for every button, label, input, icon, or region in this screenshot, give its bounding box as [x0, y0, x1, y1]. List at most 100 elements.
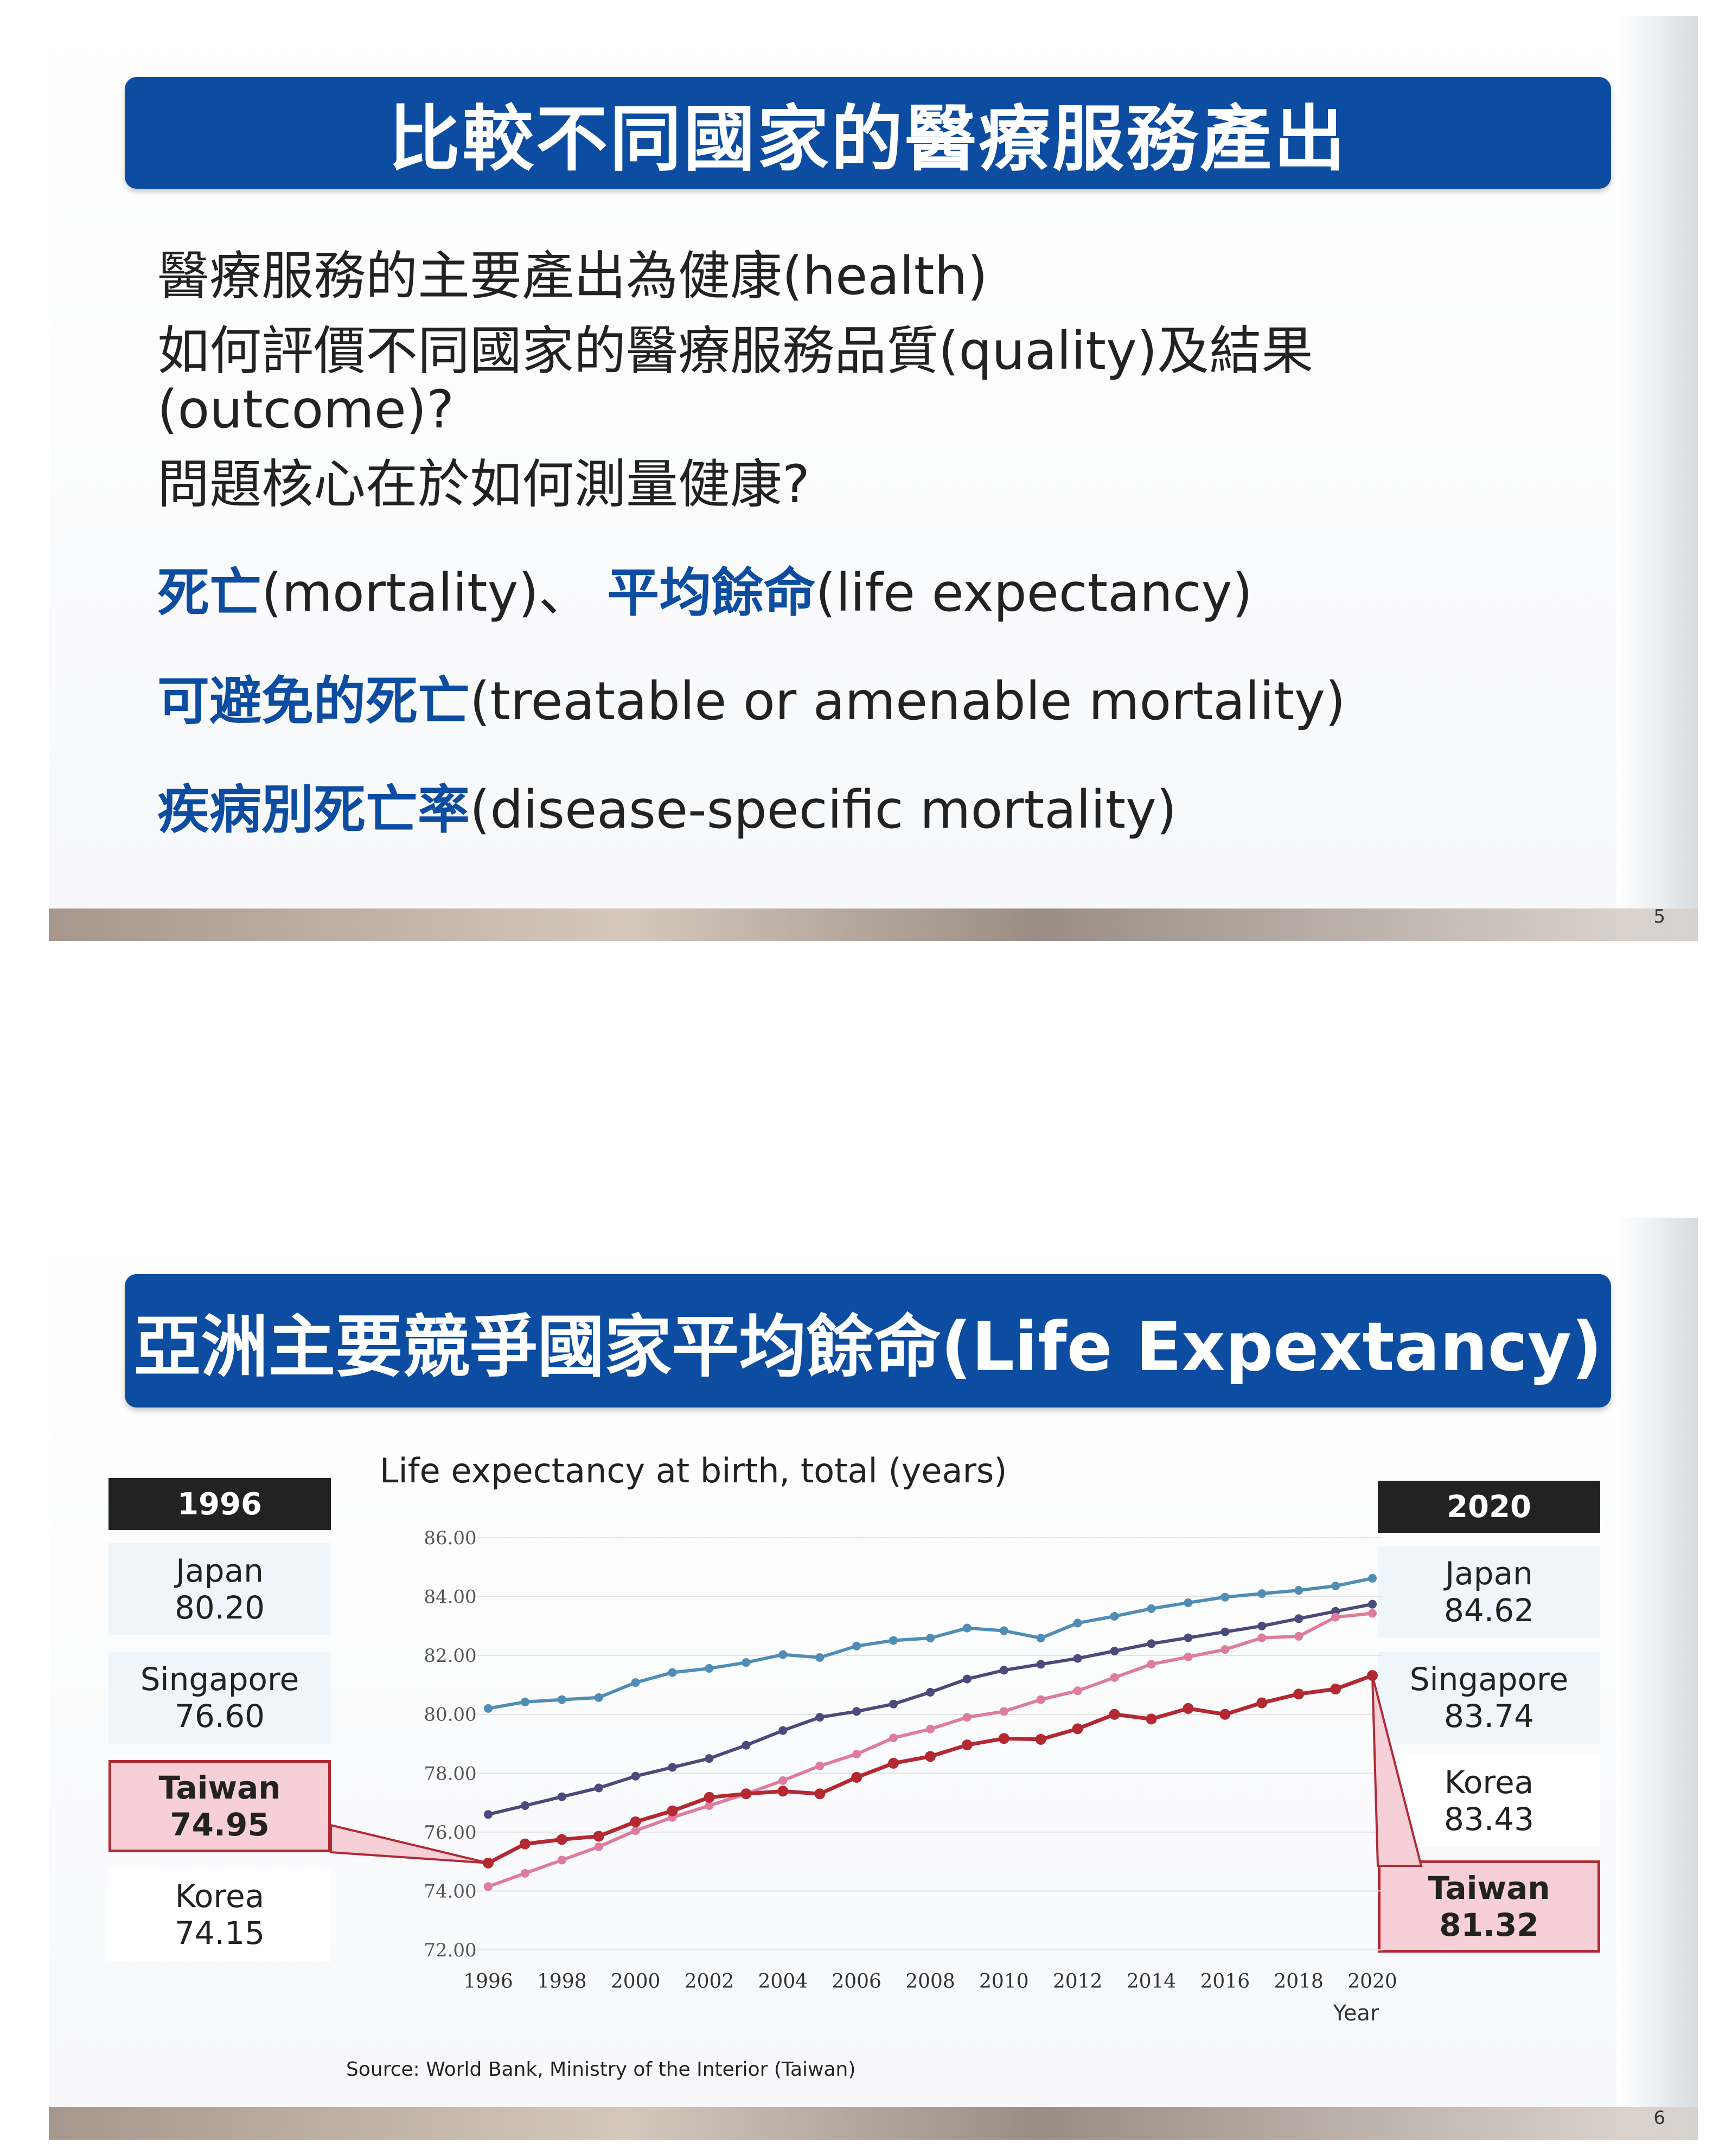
y-tick-label: 80.00: [424, 1704, 476, 1726]
right-country-taiwan: Taiwan 81.32: [1378, 1860, 1600, 1953]
body-line: 醫療服務的主要產出為健康(health): [157, 246, 988, 306]
data-point: [1293, 1688, 1305, 1700]
data-point: [1220, 1627, 1230, 1636]
page-number: 6: [1653, 2107, 1665, 2129]
right-country-singapore: Singapore 83.74: [1378, 1652, 1600, 1744]
data-point: [668, 1668, 677, 1677]
data-point: [1183, 1703, 1194, 1714]
data-point: [852, 1641, 861, 1650]
y-tick-label: 78.00: [424, 1763, 476, 1784]
term-line: 可避免的死亡(treatable or amenable mortality): [157, 659, 1345, 734]
data-point: [705, 1664, 714, 1673]
x-tick-label: 2020: [1347, 1971, 1397, 1993]
chart-title: Life expectancy at birth, total (years): [380, 1451, 1007, 1490]
data-point: [1035, 1733, 1046, 1745]
country-name: Japan: [1445, 1555, 1533, 1592]
page-number: 5: [1653, 906, 1665, 927]
data-point: [594, 1693, 603, 1702]
data-point: [631, 1826, 640, 1835]
slide-title: 比較不同國家的醫療服務產出: [125, 77, 1611, 189]
term-keyword: 可避免的死亡: [157, 671, 470, 732]
data-point: [889, 1699, 898, 1709]
data-point: [630, 1816, 641, 1827]
term-keyword: 死亡: [157, 562, 261, 623]
series-korea: [484, 1609, 1377, 1891]
x-tick-label: 1998: [537, 1971, 587, 1993]
y-tick-label: 82.00: [424, 1645, 476, 1667]
y-tick-label: 76.00: [424, 1822, 476, 1844]
term-line: 死亡(mortality)、 平均餘命(life expectancy): [157, 551, 1252, 626]
source-note: Source: World Bank, Ministry of the Inte…: [346, 2058, 856, 2081]
data-point: [1257, 1589, 1267, 1598]
series-taiwan: [483, 1670, 1378, 1869]
data-point: [1368, 1600, 1377, 1609]
data-point: [926, 1724, 935, 1733]
data-point: [705, 1754, 714, 1763]
country-name: Taiwan: [158, 1769, 281, 1806]
data-point: [926, 1634, 935, 1643]
data-point: [1367, 1670, 1378, 1681]
data-point: [815, 1761, 825, 1770]
data-point: [520, 1697, 529, 1706]
data-point: [1036, 1660, 1045, 1669]
term-keyword: 疾病別死亡率: [157, 779, 470, 840]
slide-6: 亞洲主要競爭國家平均餘命(Life Expextancy) 1996 Japan…: [49, 1218, 1698, 2140]
data-point: [484, 1810, 493, 1819]
data-point: [484, 1882, 493, 1891]
data-point: [520, 1869, 529, 1878]
data-point: [483, 1857, 494, 1869]
data-point: [1073, 1654, 1082, 1663]
series-japan: [484, 1573, 1377, 1713]
data-point: [815, 1653, 825, 1662]
left-country-taiwan: Taiwan 74.95: [108, 1760, 331, 1852]
data-point: [778, 1726, 788, 1735]
decorative-strip: [49, 2107, 1698, 2140]
data-point: [484, 1704, 493, 1713]
data-point: [1147, 1639, 1156, 1648]
data-point: [557, 1856, 566, 1865]
country-name: Korea: [175, 1878, 265, 1915]
series-singapore: [484, 1600, 1377, 1819]
data-point: [1110, 1673, 1119, 1682]
data-point: [1072, 1723, 1083, 1735]
data-point: [778, 1650, 788, 1659]
data-point: [1184, 1633, 1193, 1642]
x-tick-label: 2004: [758, 1971, 808, 1993]
country-value: 83.74: [1443, 1698, 1535, 1735]
data-point: [1184, 1652, 1193, 1661]
left-country-japan: Japan 80.20: [108, 1543, 331, 1635]
data-point: [1294, 1632, 1303, 1641]
data-point: [1257, 1621, 1267, 1630]
slide-title: 亞洲主要競爭國家平均餘命(Life Expextancy): [125, 1274, 1611, 1408]
data-point: [962, 1674, 972, 1684]
data-point: [667, 1805, 678, 1816]
data-point: [889, 1733, 898, 1743]
country-value: 81.32: [1439, 1907, 1539, 1943]
right-year-header: 2020: [1378, 1481, 1600, 1533]
data-point: [777, 1786, 789, 1797]
data-point: [593, 1831, 604, 1842]
data-point: [519, 1838, 531, 1850]
left-country-singapore: Singapore 76.60: [108, 1652, 331, 1744]
data-point: [668, 1763, 677, 1772]
term-desc: (mortality)、: [261, 562, 608, 623]
data-point: [1073, 1618, 1082, 1628]
term-keyword: 平均餘命: [607, 562, 816, 623]
country-value: 76.60: [174, 1698, 265, 1735]
country-name: Singapore: [1409, 1661, 1569, 1698]
data-point: [520, 1801, 529, 1810]
data-point: [1330, 1684, 1341, 1695]
data-point: [1256, 1697, 1268, 1709]
data-point: [1368, 1573, 1377, 1583]
data-point: [705, 1801, 714, 1810]
term-desc: (treatable or amenable mortality): [470, 671, 1346, 732]
data-point: [814, 1788, 826, 1800]
data-point: [594, 1783, 603, 1793]
right-country-japan: Japan 84.62: [1378, 1546, 1600, 1638]
slide-5: 比較不同國家的醫療服務產出 醫療服務的主要產出為健康(health) 如何評價不…: [49, 16, 1698, 941]
data-point: [851, 1771, 862, 1783]
data-point: [815, 1713, 825, 1722]
x-tick-label: 2000: [611, 1971, 661, 1993]
series-line: [487, 1611, 1373, 1889]
data-point: [1294, 1614, 1303, 1623]
